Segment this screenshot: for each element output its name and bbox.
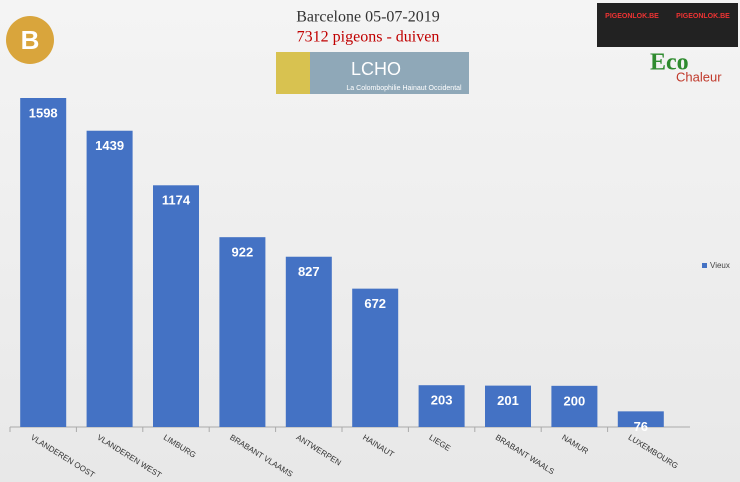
- bar: [285, 256, 332, 427]
- chart-subtitle: 7312 pigeons - duiven: [297, 29, 440, 46]
- lcho-logo: LCHO: [351, 59, 401, 79]
- chart-title: Barcelone 05-07-2019: [296, 9, 440, 26]
- bar: [551, 385, 598, 427]
- lcho-shield: [276, 52, 310, 94]
- logo-badge: [6, 16, 54, 64]
- logo-letter: B: [21, 25, 40, 55]
- bar: [219, 237, 266, 427]
- value-label: 201: [497, 393, 519, 408]
- legend-swatch: [702, 263, 707, 268]
- value-label: 1439: [95, 138, 124, 153]
- lcho-caption: La Colombophilie Hainaut Occidental: [346, 85, 462, 92]
- eco-logo-sub: Chaleur: [676, 69, 722, 84]
- pigeonlok-logo: PIGEONLOK.BE: [605, 13, 659, 20]
- bar: [153, 185, 199, 427]
- pigeonlok-logo: PIGEONLOK.BE: [676, 13, 730, 20]
- value-label: 200: [564, 393, 586, 408]
- bar: [617, 411, 664, 427]
- value-label: 1598: [29, 105, 58, 120]
- value-label: 76: [634, 419, 648, 434]
- value-label: 1174: [162, 193, 191, 208]
- bar: [352, 288, 399, 427]
- eco-logo: Eco: [650, 50, 689, 76]
- value-label: 672: [364, 296, 386, 311]
- pigeonlok-banner: [597, 3, 738, 47]
- value-label: 827: [298, 264, 320, 279]
- bar: [20, 98, 67, 427]
- value-label: 203: [431, 393, 453, 408]
- legend-label: Vieux: [710, 261, 730, 270]
- bar: [485, 385, 531, 427]
- bar: [86, 130, 133, 427]
- bar: [418, 385, 465, 427]
- value-label: 922: [232, 245, 254, 260]
